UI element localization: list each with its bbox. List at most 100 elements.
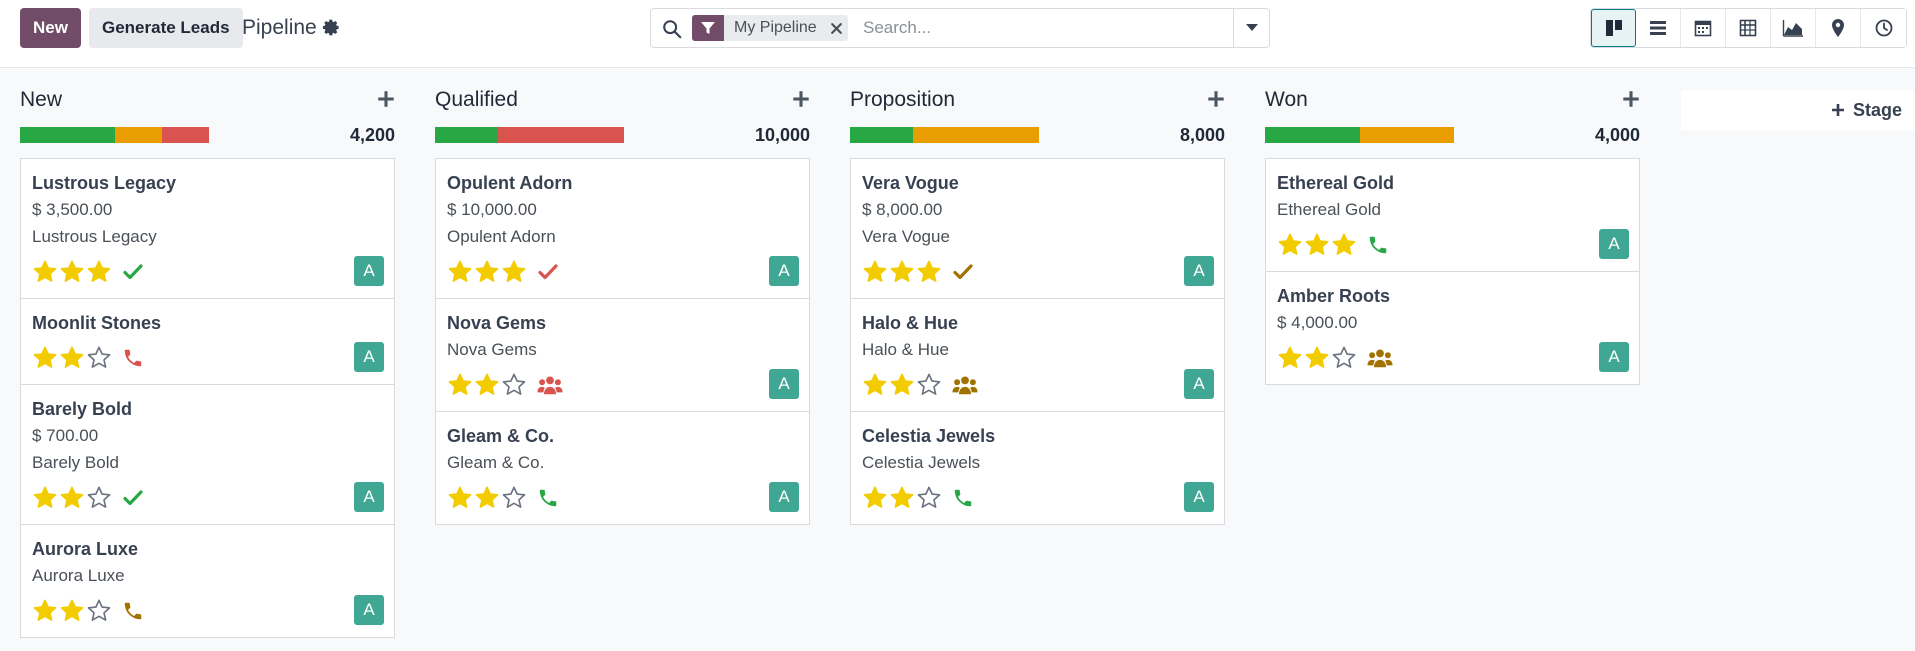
avatar[interactable]: A (1184, 369, 1214, 399)
column-title[interactable]: New (20, 88, 63, 111)
search-input[interactable] (861, 15, 1231, 41)
close-icon[interactable] (826, 15, 848, 41)
kanban-card[interactable]: Barely Bold $ 700.00 Barely Bold A (20, 384, 395, 525)
priority-stars[interactable] (1277, 232, 1358, 263)
star-filled-icon[interactable] (862, 372, 889, 403)
list-view-button[interactable] (1636, 9, 1681, 47)
calendar-view-button[interactable] (1681, 9, 1726, 47)
star-filled-icon[interactable] (59, 345, 86, 376)
star-empty-icon[interactable] (86, 485, 113, 516)
map-view-button[interactable] (1816, 9, 1861, 47)
progress-segment[interactable] (850, 127, 913, 143)
avatar[interactable]: A (354, 482, 384, 512)
generate-leads-button[interactable]: Generate Leads (89, 8, 243, 48)
star-filled-icon[interactable] (1331, 232, 1358, 263)
kanban-card[interactable]: Lustrous Legacy $ 3,500.00 Lustrous Legacy… (20, 158, 395, 299)
star-empty-icon[interactable] (916, 372, 943, 403)
quick-create-plus-icon[interactable] (792, 90, 810, 108)
phone-icon[interactable] (952, 487, 974, 509)
quick-create-plus-icon[interactable] (1622, 90, 1640, 108)
phone-icon[interactable] (122, 347, 144, 369)
priority-stars[interactable] (447, 485, 528, 516)
progress-segment[interactable] (161, 127, 209, 143)
star-empty-icon[interactable] (86, 598, 113, 629)
priority-stars[interactable] (862, 259, 943, 290)
star-filled-icon[interactable] (862, 259, 889, 290)
avatar[interactable]: A (1599, 229, 1629, 259)
kanban-card[interactable]: Amber Roots $ 4,000.00 A (1265, 271, 1640, 385)
column-title[interactable]: Proposition (850, 88, 956, 111)
check-icon[interactable] (122, 261, 144, 283)
graph-view-button[interactable] (1771, 9, 1816, 47)
progress-segment[interactable] (435, 127, 498, 143)
kanban-card[interactable]: Aurora Luxe Aurora Luxe A (20, 524, 395, 638)
star-empty-icon[interactable] (86, 345, 113, 376)
star-empty-icon[interactable] (916, 485, 943, 516)
star-filled-icon[interactable] (889, 372, 916, 403)
star-filled-icon[interactable] (32, 485, 59, 516)
star-filled-icon[interactable] (889, 485, 916, 516)
star-filled-icon[interactable] (889, 259, 916, 290)
phone-icon[interactable] (1367, 234, 1389, 256)
star-empty-icon[interactable] (501, 485, 528, 516)
column-title[interactable]: Won (1265, 88, 1308, 111)
star-filled-icon[interactable] (447, 372, 474, 403)
progress-segment[interactable] (114, 127, 162, 143)
star-filled-icon[interactable] (59, 259, 86, 290)
progress-segment[interactable] (1359, 127, 1454, 143)
quick-create-plus-icon[interactable] (377, 90, 395, 108)
star-filled-icon[interactable] (32, 598, 59, 629)
column-title[interactable]: Qualified (435, 88, 518, 111)
progress-segment[interactable] (20, 127, 115, 143)
kanban-card[interactable]: Gleam & Co. Gleam & Co. A (435, 411, 810, 525)
avatar[interactable]: A (1599, 342, 1629, 372)
priority-stars[interactable] (32, 259, 113, 290)
avatar[interactable]: A (1184, 256, 1214, 286)
phone-icon[interactable] (537, 487, 559, 509)
star-filled-icon[interactable] (1277, 232, 1304, 263)
priority-stars[interactable] (862, 372, 943, 403)
kanban-card[interactable]: Nova Gems Nova Gems A (435, 298, 810, 412)
kanban-card[interactable]: Moonlit Stones A (20, 298, 395, 385)
avatar[interactable]: A (354, 342, 384, 372)
avatar[interactable]: A (769, 369, 799, 399)
kanban-card[interactable]: Halo & Hue Halo & Hue A (850, 298, 1225, 412)
users-icon[interactable] (1367, 347, 1393, 369)
progress-segment[interactable] (912, 127, 1039, 143)
phone-icon[interactable] (122, 600, 144, 622)
star-filled-icon[interactable] (447, 485, 474, 516)
star-filled-icon[interactable] (474, 259, 501, 290)
progress-segment[interactable] (1265, 127, 1360, 143)
star-filled-icon[interactable] (1304, 232, 1331, 263)
avatar[interactable]: A (354, 256, 384, 286)
kanban-card[interactable]: Celestia Jewels Celestia Jewels A (850, 411, 1225, 525)
avatar[interactable]: A (769, 256, 799, 286)
avatar[interactable]: A (769, 482, 799, 512)
star-empty-icon[interactable] (501, 372, 528, 403)
priority-stars[interactable] (447, 372, 528, 403)
star-filled-icon[interactable] (474, 372, 501, 403)
star-filled-icon[interactable] (501, 259, 528, 290)
kanban-card[interactable]: Vera Vogue $ 8,000.00 Vera Vogue A (850, 158, 1225, 299)
users-icon[interactable] (952, 374, 978, 396)
priority-stars[interactable] (1277, 345, 1358, 376)
star-filled-icon[interactable] (1304, 345, 1331, 376)
users-icon[interactable] (537, 374, 563, 396)
star-filled-icon[interactable] (59, 598, 86, 629)
star-filled-icon[interactable] (32, 259, 59, 290)
check-icon[interactable] (122, 487, 144, 509)
priority-stars[interactable] (447, 259, 528, 290)
priority-stars[interactable] (32, 485, 113, 516)
star-filled-icon[interactable] (32, 345, 59, 376)
star-filled-icon[interactable] (916, 259, 943, 290)
avatar[interactable]: A (354, 595, 384, 625)
star-filled-icon[interactable] (474, 485, 501, 516)
kanban-card[interactable]: Opulent Adorn $ 10,000.00 Opulent Adorn A (435, 158, 810, 299)
kanban-view-button[interactable] (1591, 9, 1636, 47)
priority-stars[interactable] (862, 485, 943, 516)
quick-create-plus-icon[interactable] (1207, 90, 1225, 108)
avatar[interactable]: A (1184, 482, 1214, 512)
check-icon[interactable] (537, 261, 559, 283)
star-empty-icon[interactable] (1331, 345, 1358, 376)
priority-stars[interactable] (32, 598, 113, 629)
